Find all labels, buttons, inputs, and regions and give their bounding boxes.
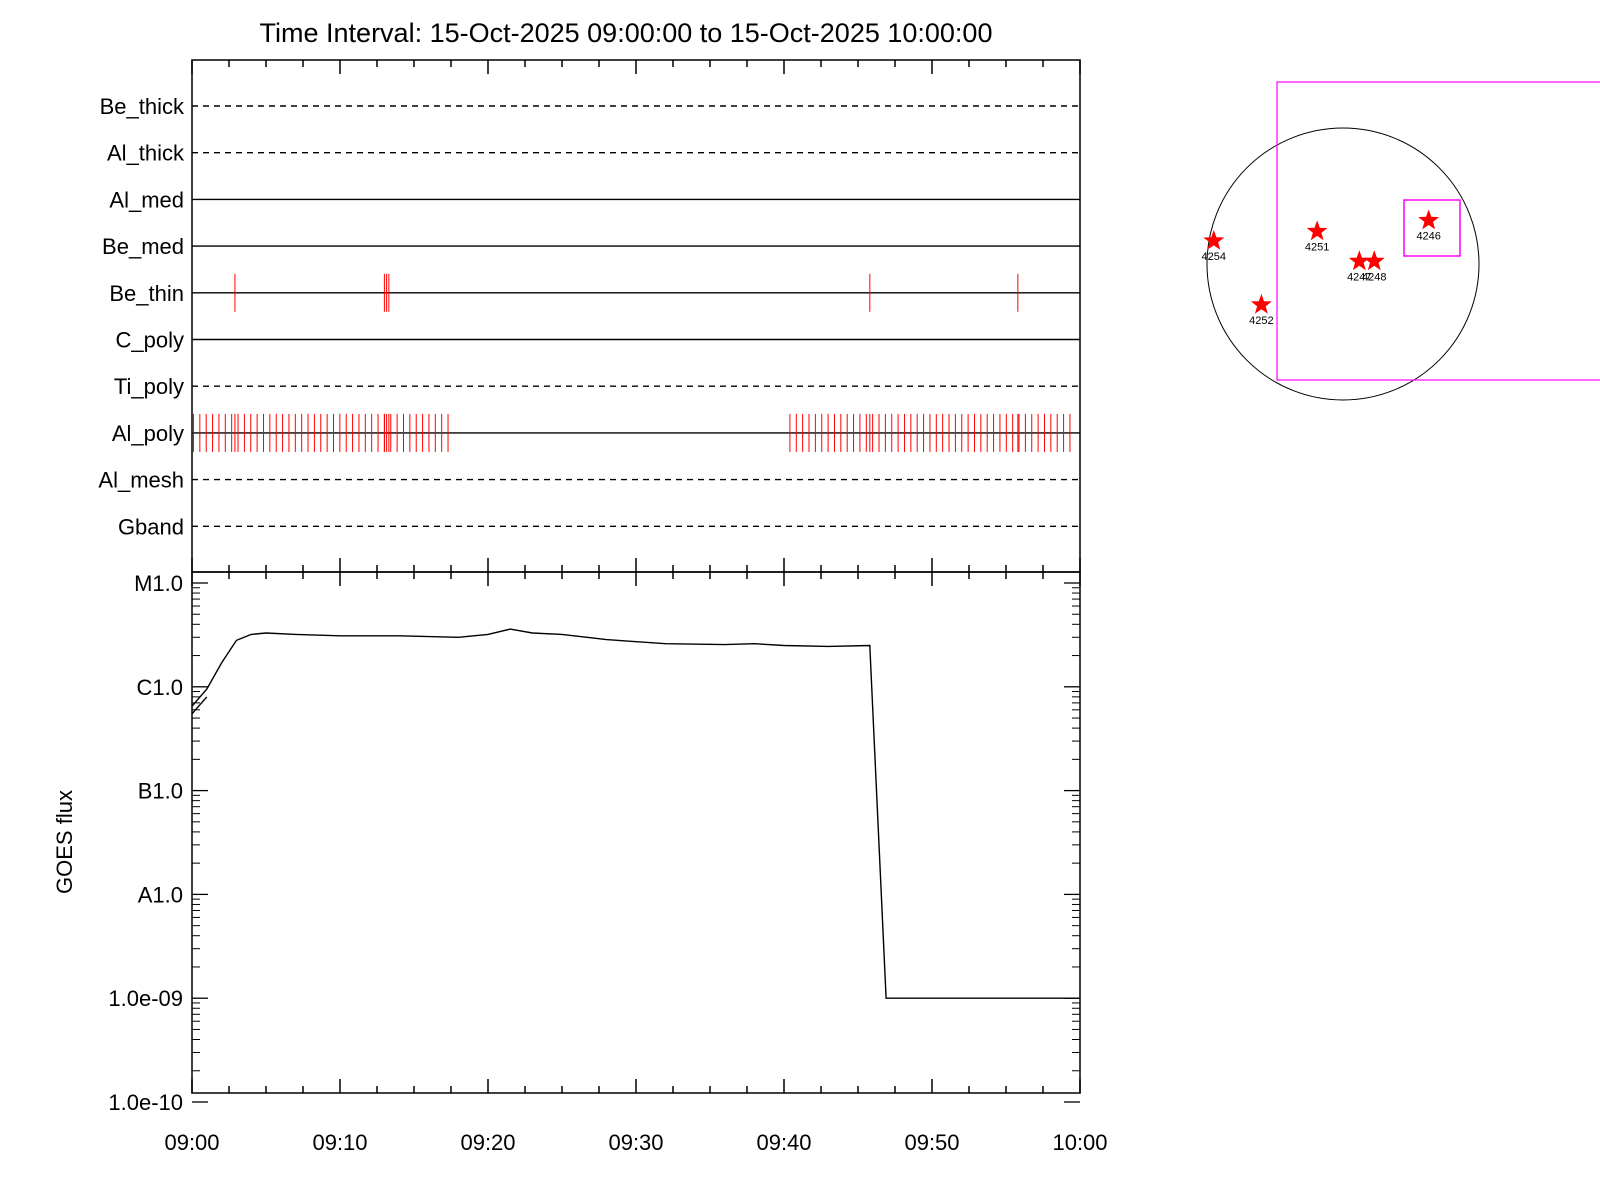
y-tick-label: B1.0 [138,779,183,804]
region-label: 4254 [1202,251,1226,263]
y-tick-label: C1.0 [137,675,183,700]
chart-title: Time Interval: 15-Oct-2025 09:00:00 to 1… [260,18,993,48]
target-region-box [1403,199,1461,257]
timeline-row-label: C_poly [116,328,184,353]
goes-flux-panel: M1.0 C1.0 B1.0 A1.0 1.0e-09 1.0e-10 09:00 09:10… [52,571,1108,1155]
goes-flux-line [191,696,208,715]
timeline-row-label: Al_mesh [98,468,184,493]
region-label: 4246 [1416,230,1440,242]
y-tick-label: 1.0e-09 [108,986,183,1011]
field-of-view-box [1276,81,1600,381]
region-star-marker [1250,293,1272,314]
y-tick-label: A1.0 [138,882,183,907]
region-label: 4248 [1362,271,1386,283]
region-star-marker [1203,229,1225,250]
region-star-marker [1348,250,1370,271]
x-tick-label: 09:40 [756,1130,811,1155]
region-label: 4252 [1249,315,1273,327]
region-label: 4247 [1347,271,1371,283]
timeline-row-label: Be_thick [100,94,185,119]
timeline-row-label: Be_med [102,234,184,259]
region-star-marker [1363,250,1385,271]
timeline-row-label: Gband [118,514,184,539]
goes-y-axis-label: GOES flux [52,790,77,894]
goes-frame [191,571,1081,1094]
timeline-row-label: Al_poly [112,421,184,446]
x-tick-label: 09:50 [904,1130,959,1155]
timeline-row-label: Al_thick [107,141,185,166]
timeline-row-label: Al_med [109,187,184,212]
x-tick-label: 09:30 [608,1130,663,1155]
x-tick-label: 10:00 [1052,1130,1107,1155]
region-star-marker [1418,209,1440,230]
timeline-frame [191,59,1081,573]
x-tick-label: 09:00 [164,1130,219,1155]
x-tick-label: 09:20 [460,1130,515,1155]
timeline-row-label: Be_thin [109,281,184,306]
y-tick-label: 1.0e-10 [108,1090,183,1115]
y-tick-label: M1.0 [134,571,183,596]
solar-disk [1206,127,1480,401]
region-star-marker [1306,220,1328,241]
instrument-timeline-panel: Be_thick Al_thick Al_med Be_med Be_thin C_pol… [98,59,1081,573]
x-tick-label: 09:10 [312,1130,367,1155]
region-label: 4251 [1305,241,1329,253]
timeline-row-label: Ti_poly [114,374,184,399]
goes-flux-line [191,628,1080,999]
